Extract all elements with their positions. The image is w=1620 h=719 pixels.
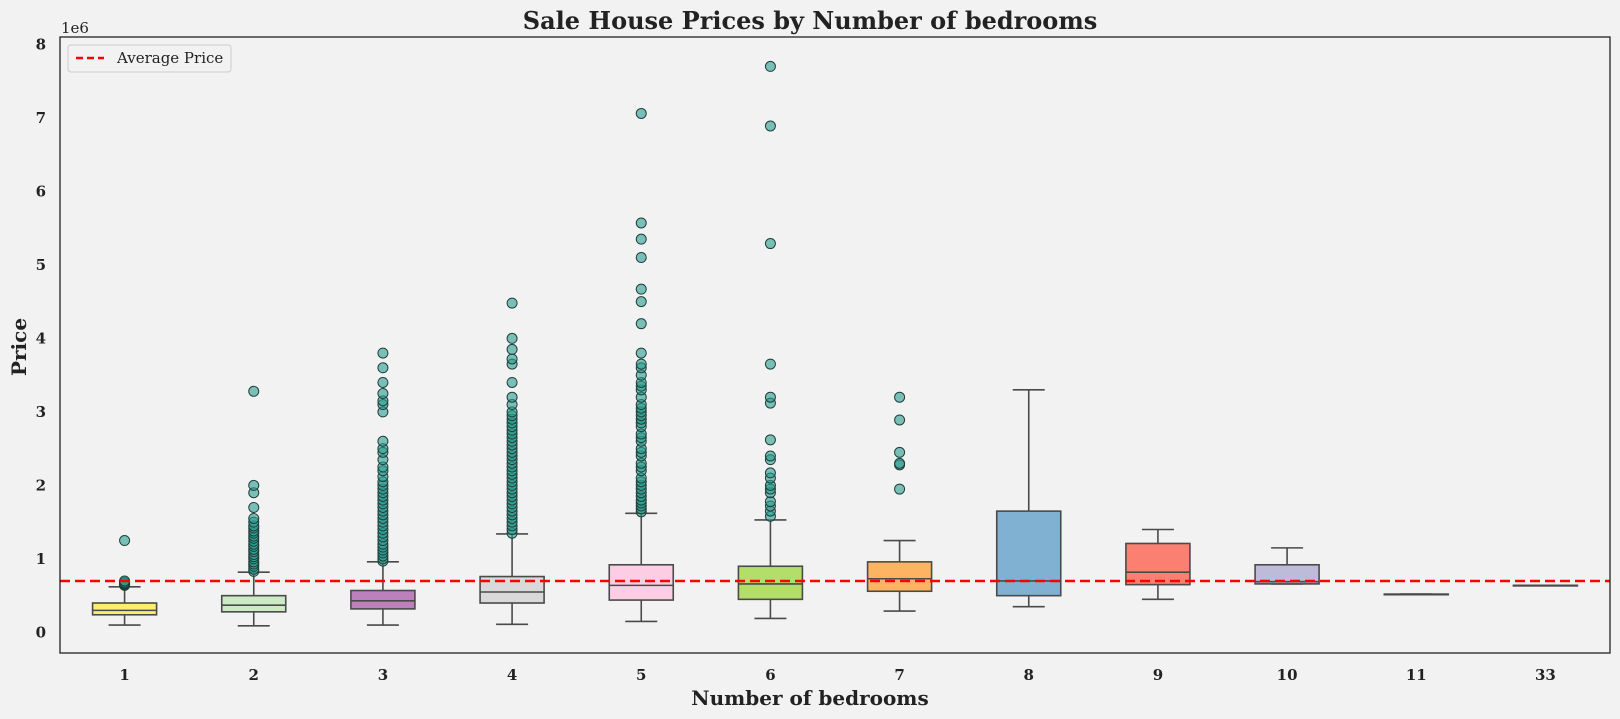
x-axis-label: Number of bedrooms	[691, 686, 928, 710]
outlier-point	[635, 358, 647, 370]
outlier-point	[894, 391, 906, 403]
outlier-point	[506, 376, 518, 388]
y-tick-label: 3	[36, 403, 46, 421]
outlier-point	[764, 238, 776, 250]
outlier-point	[894, 457, 906, 469]
outlier-point	[635, 347, 647, 359]
y-tick-label: 1	[36, 550, 46, 568]
plot-area	[60, 60, 1610, 627]
axes-frame	[59, 36, 1611, 654]
x-tick-label: 6	[765, 666, 775, 684]
y-tick-label: 2	[36, 476, 46, 494]
y-axis: 0 1 2 3 4 5 6 7 8	[36, 35, 46, 641]
outlier-point	[506, 353, 518, 365]
x-axis: 1 2 3 4 5 6 7 8 9 10 11 33	[119, 666, 1555, 684]
y-tick-label: 7	[36, 109, 46, 127]
x-tick-label: 10	[1277, 666, 1298, 684]
x-tick-label: 2	[249, 666, 259, 684]
outlier-point	[635, 107, 647, 119]
x-tick-label: 8	[1024, 666, 1034, 684]
x-tick-label: 1	[119, 666, 129, 684]
box-group	[479, 297, 545, 626]
y-axis-offset-label: 1e6	[61, 19, 89, 37]
x-tick-label: 4	[507, 666, 517, 684]
y-tick-label: 5	[36, 256, 46, 274]
box-group	[1125, 528, 1191, 601]
outlier-point	[635, 252, 647, 264]
box-iqr	[220, 594, 287, 613]
y-axis-label: Price	[7, 318, 31, 376]
outlier-point	[248, 479, 260, 491]
chart-title: Sale House Prices by Number of bedrooms	[523, 6, 1097, 35]
legend-box	[67, 44, 232, 73]
outlier-point	[635, 318, 647, 330]
box-iqr	[1254, 563, 1320, 585]
box-iqr	[995, 510, 1062, 597]
outlier-point	[635, 233, 647, 245]
y-tick-label: 4	[36, 329, 46, 347]
x-tick-label: 5	[636, 666, 646, 684]
outlier-point	[635, 296, 647, 308]
outlier-point	[377, 347, 389, 359]
x-tick-label: 11	[1406, 666, 1427, 684]
y-tick-label: 0	[36, 623, 46, 641]
x-tick-label: 33	[1535, 666, 1556, 684]
box-iqr	[608, 563, 675, 601]
outlier-point	[764, 120, 776, 132]
outlier-point	[377, 435, 389, 447]
outlier-point	[764, 391, 776, 403]
box-group	[220, 385, 287, 627]
box-group	[350, 347, 416, 626]
outlier-point	[506, 391, 518, 403]
outlier-point	[377, 362, 389, 374]
outlier-point	[248, 512, 260, 524]
x-tick-label: 7	[894, 666, 904, 684]
outlier-point	[764, 450, 776, 462]
x-tick-label: 3	[378, 666, 388, 684]
outlier-point	[894, 483, 906, 495]
outlier-point	[764, 467, 776, 479]
box-group	[737, 60, 804, 620]
outlier-point	[377, 388, 389, 400]
outlier-point	[894, 414, 906, 426]
outlier-point	[506, 297, 518, 309]
outlier-point	[248, 385, 260, 397]
legend-average-label: Average Price	[116, 49, 223, 67]
outlier-point	[764, 60, 776, 72]
box-group	[1383, 593, 1450, 596]
box-group	[995, 389, 1062, 608]
outlier-point	[635, 217, 647, 229]
x-tick-label: 9	[1153, 666, 1163, 684]
outlier-point	[377, 376, 389, 388]
outlier-point	[764, 358, 776, 370]
y-tick-label: 8	[36, 35, 46, 53]
box-iqr	[350, 589, 416, 610]
box-iqr	[866, 561, 933, 593]
outlier-point	[764, 434, 776, 446]
box-iqr	[1125, 542, 1191, 586]
box-group	[1254, 547, 1320, 585]
outlier-point	[119, 535, 131, 547]
box-group	[1512, 584, 1579, 587]
box-group	[866, 391, 933, 612]
y-tick-label: 6	[36, 182, 46, 200]
box-iqr	[737, 565, 804, 601]
outlier-point	[248, 501, 260, 513]
outlier-point	[894, 446, 906, 458]
legend: Average Price	[67, 44, 232, 73]
box-iqr	[91, 602, 158, 616]
outlier-point	[635, 283, 647, 295]
box-group	[608, 107, 675, 623]
outlier-point	[506, 343, 518, 355]
outlier-point	[506, 332, 518, 344]
